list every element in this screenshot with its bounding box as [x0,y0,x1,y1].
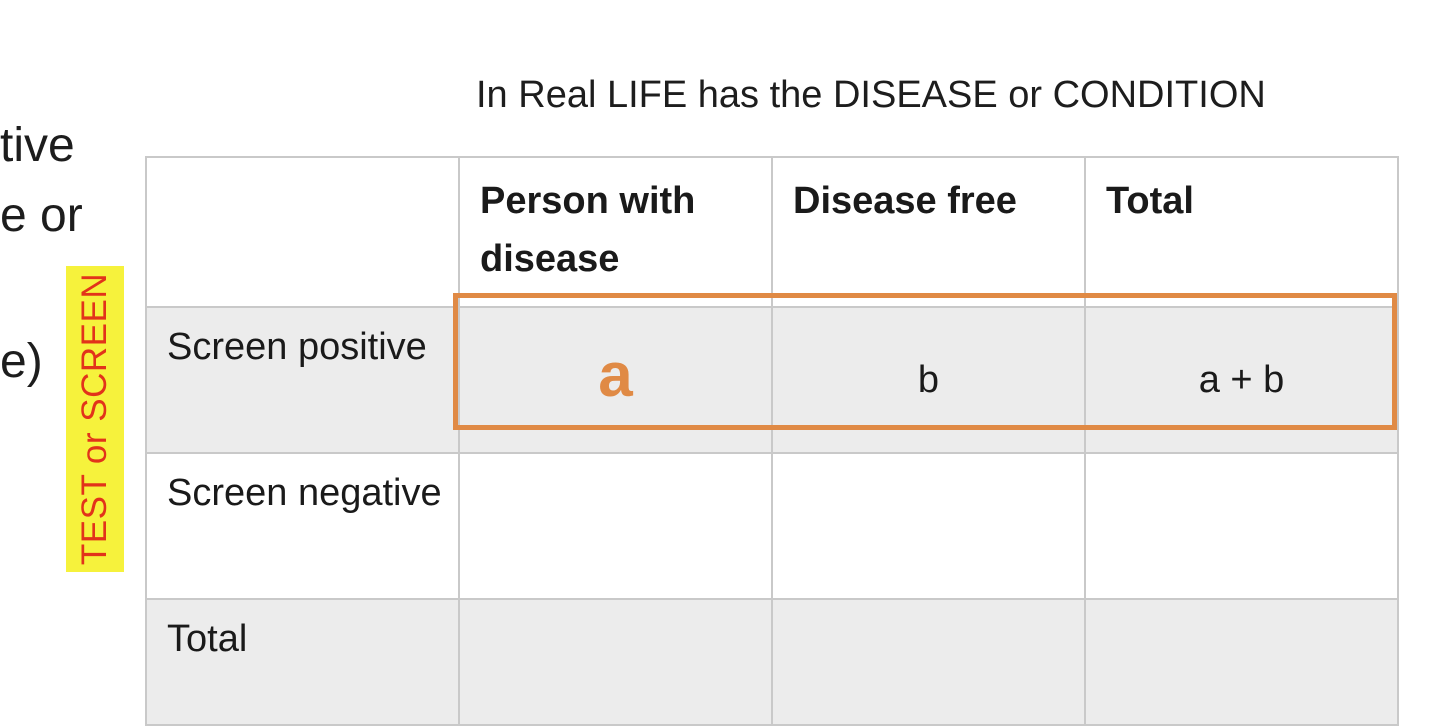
table-cell [771,598,1086,726]
cell-a-plus-b: a + b [1084,306,1399,454]
row-label-screen-negative: Screen negative [145,452,460,600]
table-row-screen-negative: Screen negative [145,452,1399,600]
cell-a: a [458,306,773,454]
table-header-row: Person with disease Disease free Total [145,156,1399,308]
clipped-text-fragment: e or [0,189,83,242]
clipped-text-fragment: tive [0,119,75,172]
table-caption: In Real LIFE has the DISEASE or CONDITIO… [476,74,1266,116]
table-cell [458,598,773,726]
contingency-table: Person with disease Disease free Total S… [145,156,1399,726]
cell-b: b [771,306,1086,454]
header-disease-free: Disease free [771,156,1086,308]
table-corner-cell [145,156,460,308]
table-cell [1084,452,1399,600]
row-label-screen-positive: Screen positive [145,306,460,454]
clipped-text-fragment: e) [0,335,43,388]
table-cell [771,452,1086,600]
test-or-screen-label: TEST or SCREEN [66,266,124,572]
table-row-screen-positive: Screen positive a b a + b [145,306,1399,454]
header-person-with-disease: Person with disease [458,156,773,308]
table-row-total: Total [145,598,1399,726]
side-label-text: TEST or SCREEN [75,272,114,566]
cell-a-value: a [598,341,633,410]
table-cell [458,452,773,600]
table-cell [1084,598,1399,726]
header-total: Total [1084,156,1399,308]
row-label-total: Total [145,598,460,726]
